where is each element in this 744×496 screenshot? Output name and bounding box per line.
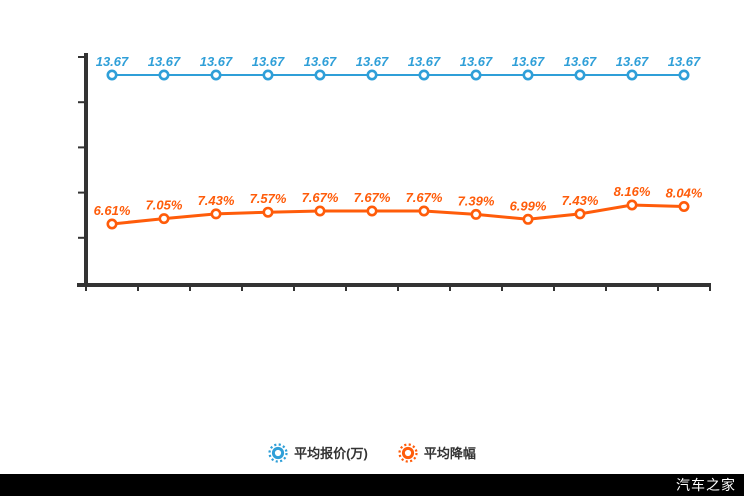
data-label: 13.67 (148, 54, 181, 69)
legend-label-avg-discount: 平均降幅 (423, 445, 476, 461)
data-point (106, 218, 118, 230)
data-point (158, 213, 170, 225)
data-label: 7.05% (146, 198, 183, 213)
data-label: 8.04% (666, 186, 703, 201)
data-label: 13.67 (304, 54, 337, 69)
data-point (418, 69, 430, 81)
data-label: 7.67% (302, 190, 339, 205)
chart-legend: 平均报价(万) 平均降幅 (0, 440, 744, 466)
data-label: 13.67 (408, 54, 441, 69)
data-point (314, 205, 326, 217)
data-point (158, 69, 170, 81)
data-label: 13.67 (460, 54, 493, 69)
data-label: 13.67 (668, 54, 701, 69)
data-point (106, 69, 118, 81)
chart-svg: 13.67 13.67 13.67 13.67 13.67 13.67 13.67 13.67… (77, 53, 711, 291)
data-label: 13.67 (616, 54, 649, 69)
data-point (418, 205, 430, 217)
data-point (522, 213, 534, 225)
legend-label-avg-price: 平均报价(万) (294, 445, 368, 461)
data-label: 7.57% (250, 191, 287, 206)
data-label: 13.67 (96, 54, 129, 69)
watermark-bar: 汽车之家 (0, 474, 744, 496)
legend-item-avg-discount[interactable]: 平均降幅 (398, 443, 476, 463)
data-label: 13.67 (200, 54, 233, 69)
data-label: 6.99% (510, 198, 547, 213)
data-point (210, 69, 222, 81)
data-point (210, 208, 222, 220)
data-label: 13.67 (252, 54, 285, 69)
data-point (366, 205, 378, 217)
data-label: 13.67 (564, 54, 597, 69)
data-point (470, 69, 482, 81)
data-point (262, 206, 274, 218)
data-point (574, 69, 586, 81)
data-label: 7.43% (562, 193, 599, 208)
data-point (678, 201, 690, 213)
data-point (574, 208, 586, 220)
data-point (470, 208, 482, 220)
data-label: 8.16% (614, 184, 651, 199)
data-label: 6.61% (94, 203, 131, 218)
data-label: 13.67 (356, 54, 389, 69)
series-line-1 (111, 203, 685, 226)
data-label: 13.67 (512, 54, 545, 69)
legend-marker-wheel-icon (398, 443, 418, 463)
data-label: 7.67% (406, 190, 443, 205)
legend-marker-wheel-icon (268, 443, 288, 463)
data-point (678, 69, 690, 81)
chart-area: 13.67 13.67 13.67 13.67 13.67 13.67 13.67 13.67… (77, 53, 711, 291)
data-label: 7.67% (354, 190, 391, 205)
data-point (626, 69, 638, 81)
data-point (262, 69, 274, 81)
watermark-logo-text: 汽车之家 (676, 477, 736, 493)
legend-item-avg-price[interactable]: 平均报价(万) (268, 443, 368, 463)
data-label: 7.39% (458, 193, 495, 208)
data-point (314, 69, 326, 81)
data-point (626, 199, 638, 211)
data-point (366, 69, 378, 81)
data-label: 7.43% (198, 193, 235, 208)
data-point (522, 69, 534, 81)
